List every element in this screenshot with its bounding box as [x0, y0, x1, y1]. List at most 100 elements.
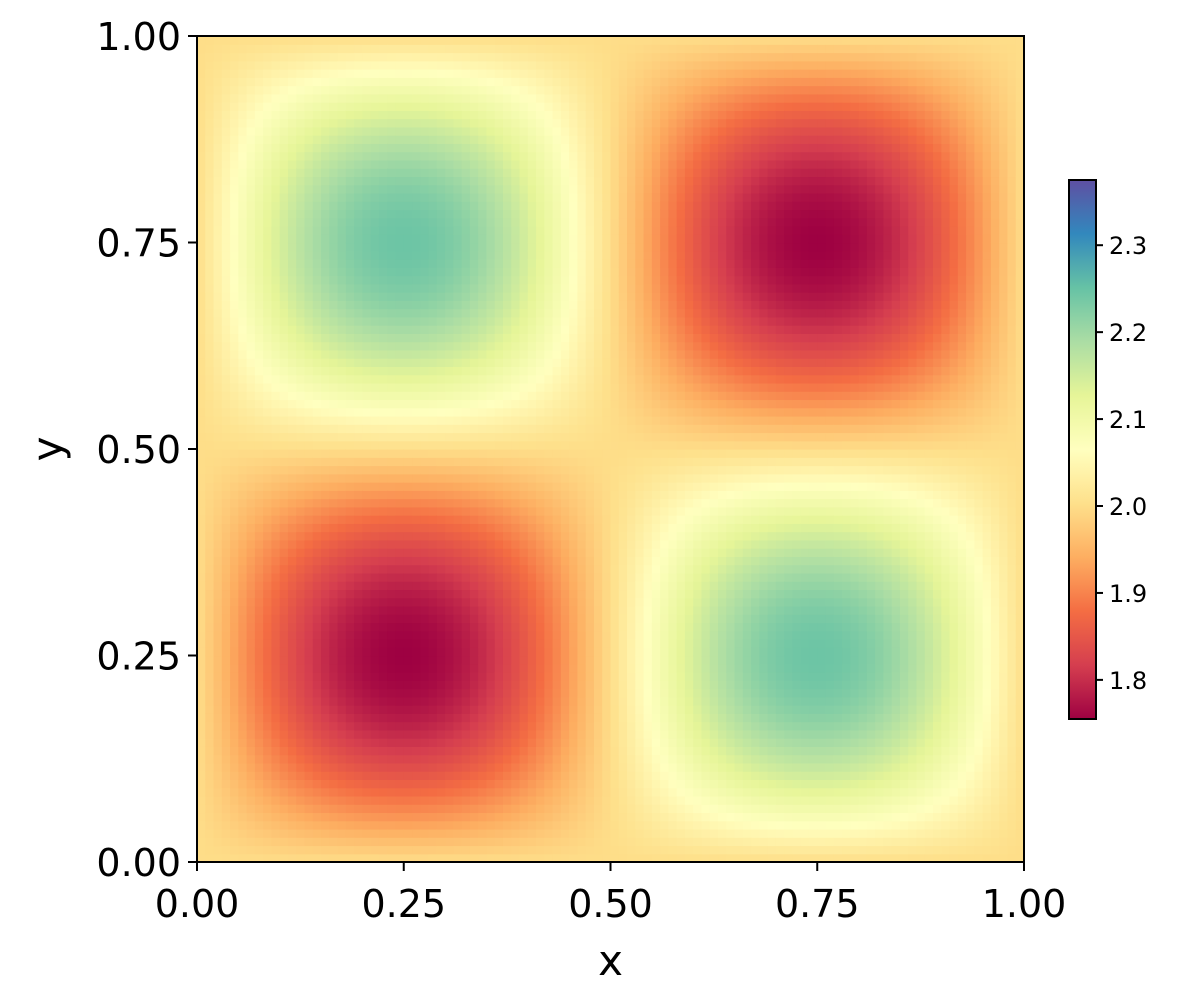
heatmap-cell [544, 234, 554, 244]
heatmap-cell [370, 283, 380, 293]
heatmap-cell [511, 696, 521, 706]
heatmap-cell [254, 449, 264, 458]
heatmap-cell [329, 754, 339, 764]
heatmap-cell [593, 705, 603, 714]
heatmap-cell [205, 52, 215, 62]
heatmap-cell [403, 498, 413, 508]
heatmap-cell [593, 374, 603, 384]
heatmap-cell [378, 110, 388, 120]
heatmap-cell [560, 556, 570, 566]
heatmap-cell [238, 548, 248, 557]
heatmap-cell [602, 242, 612, 252]
heatmap-cell [378, 300, 388, 310]
heatmap-cell [354, 622, 363, 632]
heatmap-cell [527, 325, 537, 334]
heatmap-cell [569, 655, 579, 665]
heatmap-cell [552, 490, 562, 500]
heatmap-cell [511, 44, 521, 54]
heatmap-cell [246, 672, 256, 681]
heatmap-cell [254, 754, 264, 764]
heatmap-cell [238, 506, 248, 516]
heatmap-cell [254, 242, 264, 252]
heatmap-cell [412, 771, 421, 780]
heatmap-cell [345, 300, 355, 310]
heatmap-cell [395, 548, 405, 557]
heatmap-cell [552, 275, 562, 285]
heatmap-cell [337, 358, 347, 367]
heatmap-cell [378, 729, 388, 739]
heatmap-cell [337, 556, 347, 566]
heatmap-cell [197, 118, 206, 128]
heatmap-cell [197, 680, 206, 690]
heatmap-cell [378, 465, 388, 475]
heatmap-cell [552, 333, 562, 343]
heatmap-cell [238, 242, 248, 252]
heatmap-cell [445, 746, 454, 756]
heatmap-cell [519, 754, 529, 764]
heatmap-cell [238, 192, 248, 202]
heatmap-cell [263, 36, 273, 45]
heatmap-cell [602, 341, 612, 351]
heatmap-cell [395, 523, 405, 533]
heatmap-cell [428, 135, 438, 144]
heatmap-cell [445, 837, 454, 847]
heatmap-cell [395, 804, 405, 814]
heatmap-cell [445, 490, 454, 500]
heatmap-cell [494, 110, 504, 120]
heatmap-cell [387, 820, 397, 830]
heatmap-cell [453, 449, 463, 458]
heatmap-cell [469, 721, 479, 731]
heatmap-cell [271, 432, 281, 442]
heatmap-cell [378, 292, 388, 301]
heatmap-cell [536, 754, 545, 764]
heatmap-cell [287, 424, 297, 434]
heatmap-cell [287, 184, 297, 194]
heatmap-cell [453, 85, 463, 95]
heatmap-cell [527, 415, 537, 425]
heatmap-cell [205, 399, 215, 409]
heatmap-cell [527, 85, 537, 95]
heatmap-cell [370, 605, 380, 615]
heatmap-cell [246, 804, 256, 814]
heatmap-cell [536, 779, 545, 789]
heatmap-cell [585, 473, 595, 483]
heatmap-cell [428, 473, 438, 483]
heatmap-cell [569, 77, 579, 87]
heatmap-cell [420, 242, 430, 252]
heatmap-cell [453, 713, 463, 723]
heatmap-cell [271, 225, 281, 235]
heatmap-cell [321, 366, 330, 376]
heatmap-cell [502, 102, 512, 111]
heatmap-cell [585, 201, 595, 211]
heatmap-cell [478, 349, 488, 359]
heatmap-cell [271, 102, 281, 111]
heatmap-cell [213, 102, 223, 111]
heatmap-cell [395, 705, 405, 714]
heatmap-cell [263, 572, 273, 582]
heatmap-cell [263, 93, 273, 103]
heatmap-cell [254, 696, 264, 706]
heatmap-cell [511, 341, 521, 351]
heatmap-cell [254, 531, 264, 541]
heatmap-cell [221, 85, 231, 95]
heatmap-cell [205, 828, 215, 838]
heatmap-cell [428, 506, 438, 516]
heatmap-cell [569, 787, 579, 797]
heatmap-cell [271, 234, 281, 244]
heatmap-cell [469, 110, 479, 120]
heatmap-cell [577, 283, 587, 293]
heatmap-cell [478, 118, 488, 128]
heatmap-cell [593, 556, 603, 566]
heatmap-cell [321, 217, 330, 227]
heatmap-cell [362, 523, 372, 533]
heatmap-cell [486, 721, 496, 731]
heatmap-cell [478, 267, 488, 277]
heatmap-cell [552, 597, 562, 607]
heatmap-cell [519, 688, 529, 698]
heatmap-cell [552, 159, 562, 169]
heatmap-cell [593, 159, 603, 169]
heatmap-cell [478, 622, 488, 632]
heatmap-cell [354, 102, 363, 111]
heatmap-cell [279, 754, 289, 764]
heatmap-cell [321, 655, 330, 665]
